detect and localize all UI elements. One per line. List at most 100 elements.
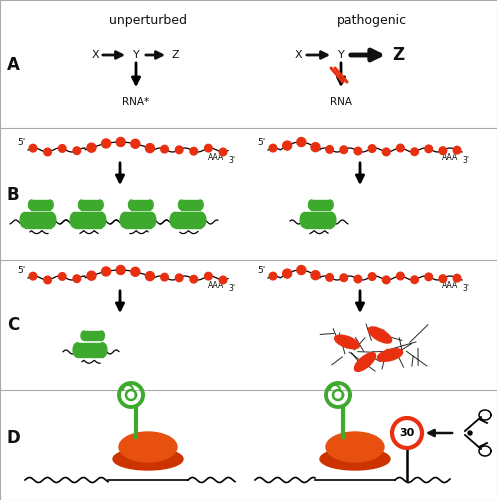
Circle shape — [131, 140, 140, 148]
Circle shape — [29, 272, 37, 280]
Circle shape — [219, 148, 227, 156]
Bar — [311, 200, 331, 209]
Ellipse shape — [73, 343, 82, 357]
Circle shape — [116, 138, 125, 146]
Text: 3': 3' — [462, 156, 469, 165]
Bar — [78, 343, 102, 357]
Bar — [305, 212, 331, 228]
Text: RNA: RNA — [330, 97, 352, 107]
Circle shape — [354, 276, 362, 283]
Text: RNA*: RNA* — [122, 97, 150, 107]
Text: 30: 30 — [400, 428, 414, 438]
Circle shape — [411, 276, 418, 283]
Ellipse shape — [326, 432, 384, 462]
Ellipse shape — [120, 212, 129, 228]
Bar — [131, 200, 151, 209]
Circle shape — [397, 272, 404, 280]
Circle shape — [311, 142, 320, 152]
Ellipse shape — [79, 200, 84, 209]
Circle shape — [146, 144, 155, 152]
Text: AAA: AAA — [208, 153, 224, 162]
Text: 5': 5' — [258, 266, 266, 275]
Bar — [181, 200, 200, 209]
Circle shape — [425, 145, 432, 152]
Ellipse shape — [309, 200, 314, 209]
Text: A: A — [7, 56, 20, 74]
Bar — [311, 200, 331, 209]
Circle shape — [453, 274, 461, 282]
Bar — [83, 331, 102, 340]
Circle shape — [175, 274, 183, 281]
Circle shape — [73, 147, 81, 154]
Circle shape — [44, 148, 51, 156]
Bar — [25, 212, 51, 228]
Bar — [82, 200, 100, 209]
Circle shape — [411, 148, 418, 156]
Bar — [31, 200, 50, 209]
Circle shape — [190, 276, 198, 283]
Text: AAA: AAA — [442, 153, 458, 162]
Circle shape — [73, 275, 81, 282]
Ellipse shape — [377, 348, 403, 362]
Bar — [82, 200, 100, 209]
Ellipse shape — [148, 200, 153, 209]
Circle shape — [311, 270, 320, 280]
Circle shape — [297, 266, 306, 274]
Circle shape — [146, 272, 155, 280]
Circle shape — [44, 276, 51, 284]
Bar — [75, 212, 101, 228]
Ellipse shape — [327, 212, 336, 228]
Text: AAA: AAA — [442, 281, 458, 290]
Ellipse shape — [170, 212, 179, 228]
Circle shape — [87, 143, 96, 152]
Ellipse shape — [28, 200, 34, 209]
Bar — [305, 212, 331, 228]
Text: Y: Y — [337, 50, 344, 60]
Circle shape — [326, 146, 333, 153]
Circle shape — [116, 266, 125, 274]
Circle shape — [161, 274, 168, 281]
Ellipse shape — [197, 212, 206, 228]
Circle shape — [29, 144, 37, 152]
Circle shape — [190, 148, 198, 155]
Circle shape — [468, 431, 472, 435]
Ellipse shape — [48, 200, 53, 209]
Ellipse shape — [178, 200, 184, 209]
Text: X: X — [91, 50, 99, 60]
Circle shape — [297, 138, 306, 146]
Ellipse shape — [320, 448, 390, 470]
Ellipse shape — [354, 352, 376, 372]
Circle shape — [425, 273, 432, 280]
Text: 5': 5' — [258, 138, 266, 147]
Circle shape — [283, 141, 292, 150]
Circle shape — [59, 272, 66, 280]
Text: pathogenic: pathogenic — [337, 14, 407, 27]
Circle shape — [340, 146, 347, 154]
Ellipse shape — [129, 200, 134, 209]
Text: C: C — [7, 316, 19, 334]
Ellipse shape — [98, 343, 107, 357]
Text: 5': 5' — [18, 266, 26, 275]
Circle shape — [439, 275, 447, 282]
Text: unperturbed: unperturbed — [109, 14, 187, 27]
Circle shape — [397, 144, 404, 152]
Circle shape — [87, 271, 96, 280]
Circle shape — [205, 144, 212, 152]
Text: 3': 3' — [228, 156, 235, 165]
Bar — [125, 212, 151, 228]
Ellipse shape — [147, 212, 156, 228]
Circle shape — [354, 148, 362, 155]
Ellipse shape — [99, 331, 104, 340]
Bar — [125, 212, 151, 228]
Circle shape — [382, 276, 390, 283]
Bar — [175, 212, 201, 228]
Circle shape — [453, 146, 461, 154]
Text: Z: Z — [392, 46, 404, 64]
Ellipse shape — [81, 331, 86, 340]
Bar — [131, 200, 151, 209]
Text: Y: Y — [133, 50, 139, 60]
Bar — [78, 343, 102, 357]
Text: D: D — [7, 429, 21, 447]
Bar — [31, 200, 50, 209]
Ellipse shape — [47, 212, 56, 228]
